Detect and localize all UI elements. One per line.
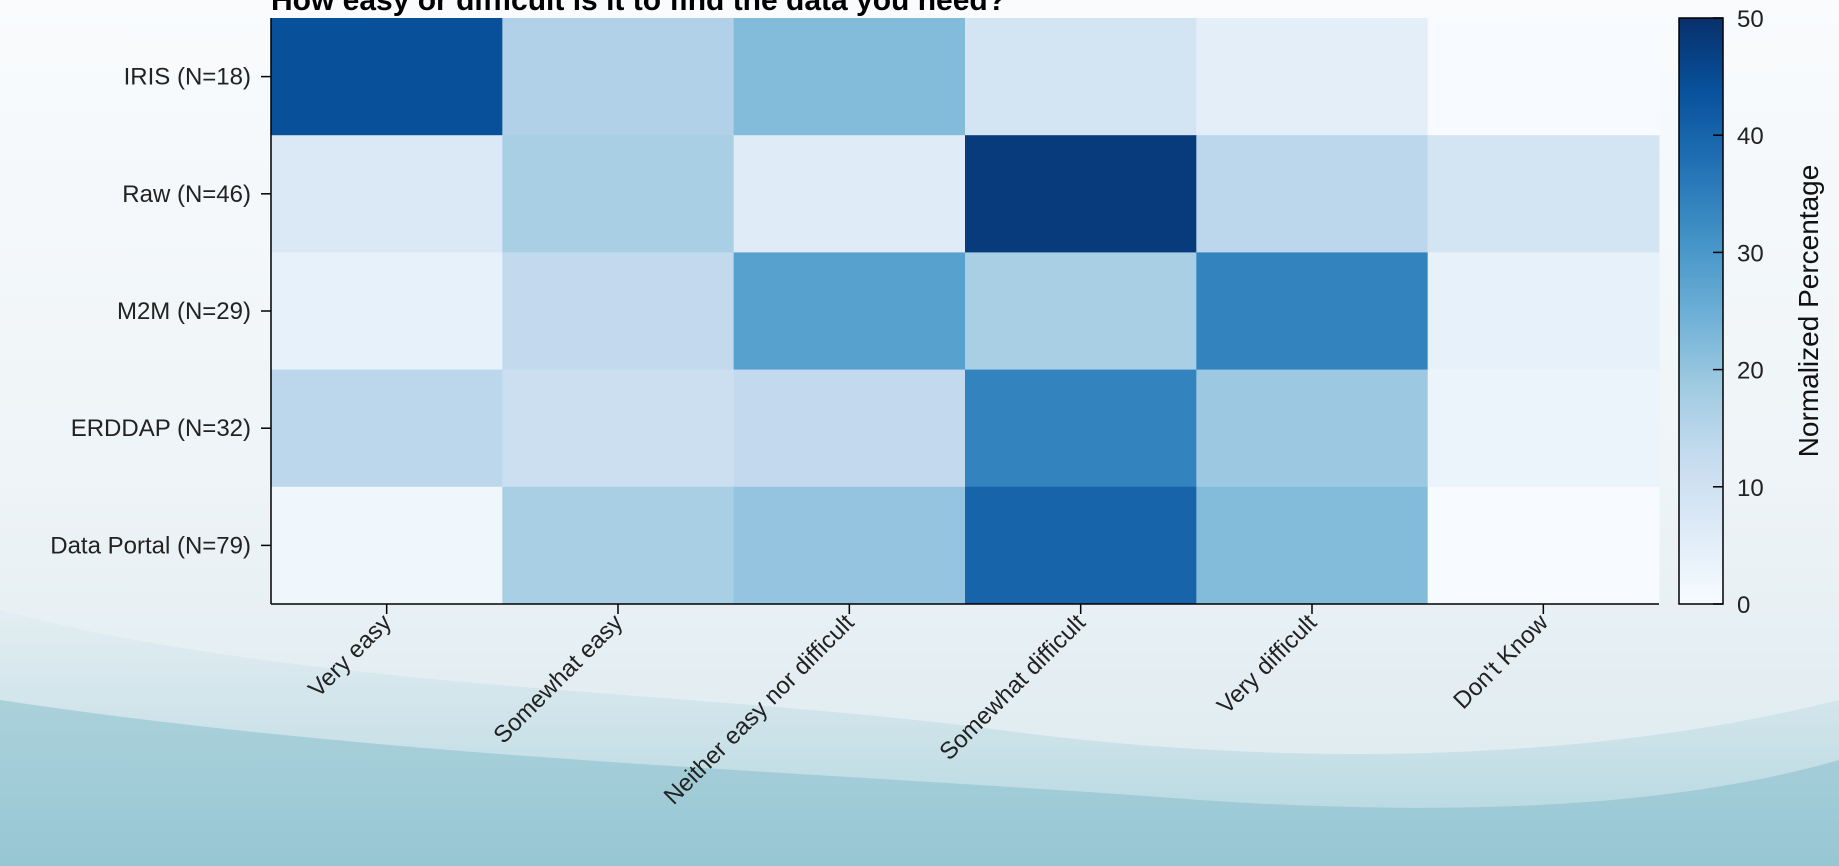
colorbar-tick-label: 50 <box>1737 6 1764 33</box>
colorbar-scale <box>1678 17 1724 605</box>
heatmap-cell <box>1427 486 1660 605</box>
heatmap-cell <box>1196 135 1429 253</box>
x-tick-label: Neither easy nor difficult <box>659 609 860 810</box>
heatmap-cell <box>1196 18 1429 136</box>
x-tick-label: Don't Know <box>1448 609 1554 715</box>
colorbar-tick-label: 30 <box>1737 240 1764 267</box>
heatmap-cells <box>271 18 1660 605</box>
heatmap-cell <box>502 252 735 371</box>
x-axis-labels: Very easy Somewhat easy Neither easy nor d… <box>303 609 1554 810</box>
heatmap-cell <box>965 486 1197 605</box>
heatmap-cell <box>1196 252 1429 371</box>
y-tick-label: IRIS (N=18) <box>124 64 251 91</box>
heatmap-cell <box>733 486 966 605</box>
colorbar-tick-label: 40 <box>1737 123 1764 150</box>
heatmap-cell <box>733 18 966 136</box>
heatmap-cell <box>965 369 1197 488</box>
heatmap-cell <box>965 135 1197 253</box>
heatmap-cell <box>1427 252 1660 371</box>
heatmap-cell <box>502 135 735 253</box>
heatmap-cell <box>502 18 735 136</box>
colorbar-tick-label: 10 <box>1737 475 1764 502</box>
y-tick-label: Raw (N=46) <box>122 181 251 208</box>
heatmap-cell <box>1196 369 1429 488</box>
y-tick-label: M2M (N=29) <box>117 298 251 325</box>
y-axis-labels: IRIS (N=18) Raw (N=46) M2M (N=29) ERDDAP (N… <box>50 64 251 560</box>
colorbar-tick-label: 20 <box>1737 358 1764 385</box>
y-tick-label: ERDDAP (N=32) <box>71 415 251 442</box>
heatmap-cell <box>271 252 503 371</box>
x-tick-label: Somewhat easy <box>488 609 628 749</box>
heatmap-cell <box>733 369 966 488</box>
x-tick-label: Somewhat difficult <box>934 609 1091 766</box>
heatmap-cell <box>965 18 1197 136</box>
y-tick-label: Data Portal (N=79) <box>50 532 251 559</box>
x-tick-label: Very difficult <box>1212 609 1323 720</box>
heatmap-cell <box>502 486 735 605</box>
heatmap-cell <box>733 252 966 371</box>
heatmap-cell <box>1427 369 1660 488</box>
heatmap-cell <box>733 135 966 253</box>
heatmap-cell <box>271 135 503 253</box>
heatmap-cell <box>271 369 503 488</box>
colorbar-label: Normalized Percentage <box>1793 165 1824 458</box>
axes <box>261 18 1659 614</box>
chart-title: How easy or difficult is it to find the … <box>271 0 1006 17</box>
heatmap-cell <box>271 486 503 605</box>
heatmap-cell <box>965 252 1197 371</box>
colorbar: 0 10 20 30 40 50 Normalized Percentage <box>1678 6 1824 619</box>
heatmap-cell <box>1427 18 1660 136</box>
x-tick-label: Very easy <box>303 609 397 703</box>
heatmap-cell <box>271 18 503 136</box>
heatmap-cell <box>1196 486 1429 605</box>
heatmap-cell <box>1427 135 1660 253</box>
colorbar-tick-label: 0 <box>1737 592 1750 619</box>
heatmap-cell <box>502 369 735 488</box>
